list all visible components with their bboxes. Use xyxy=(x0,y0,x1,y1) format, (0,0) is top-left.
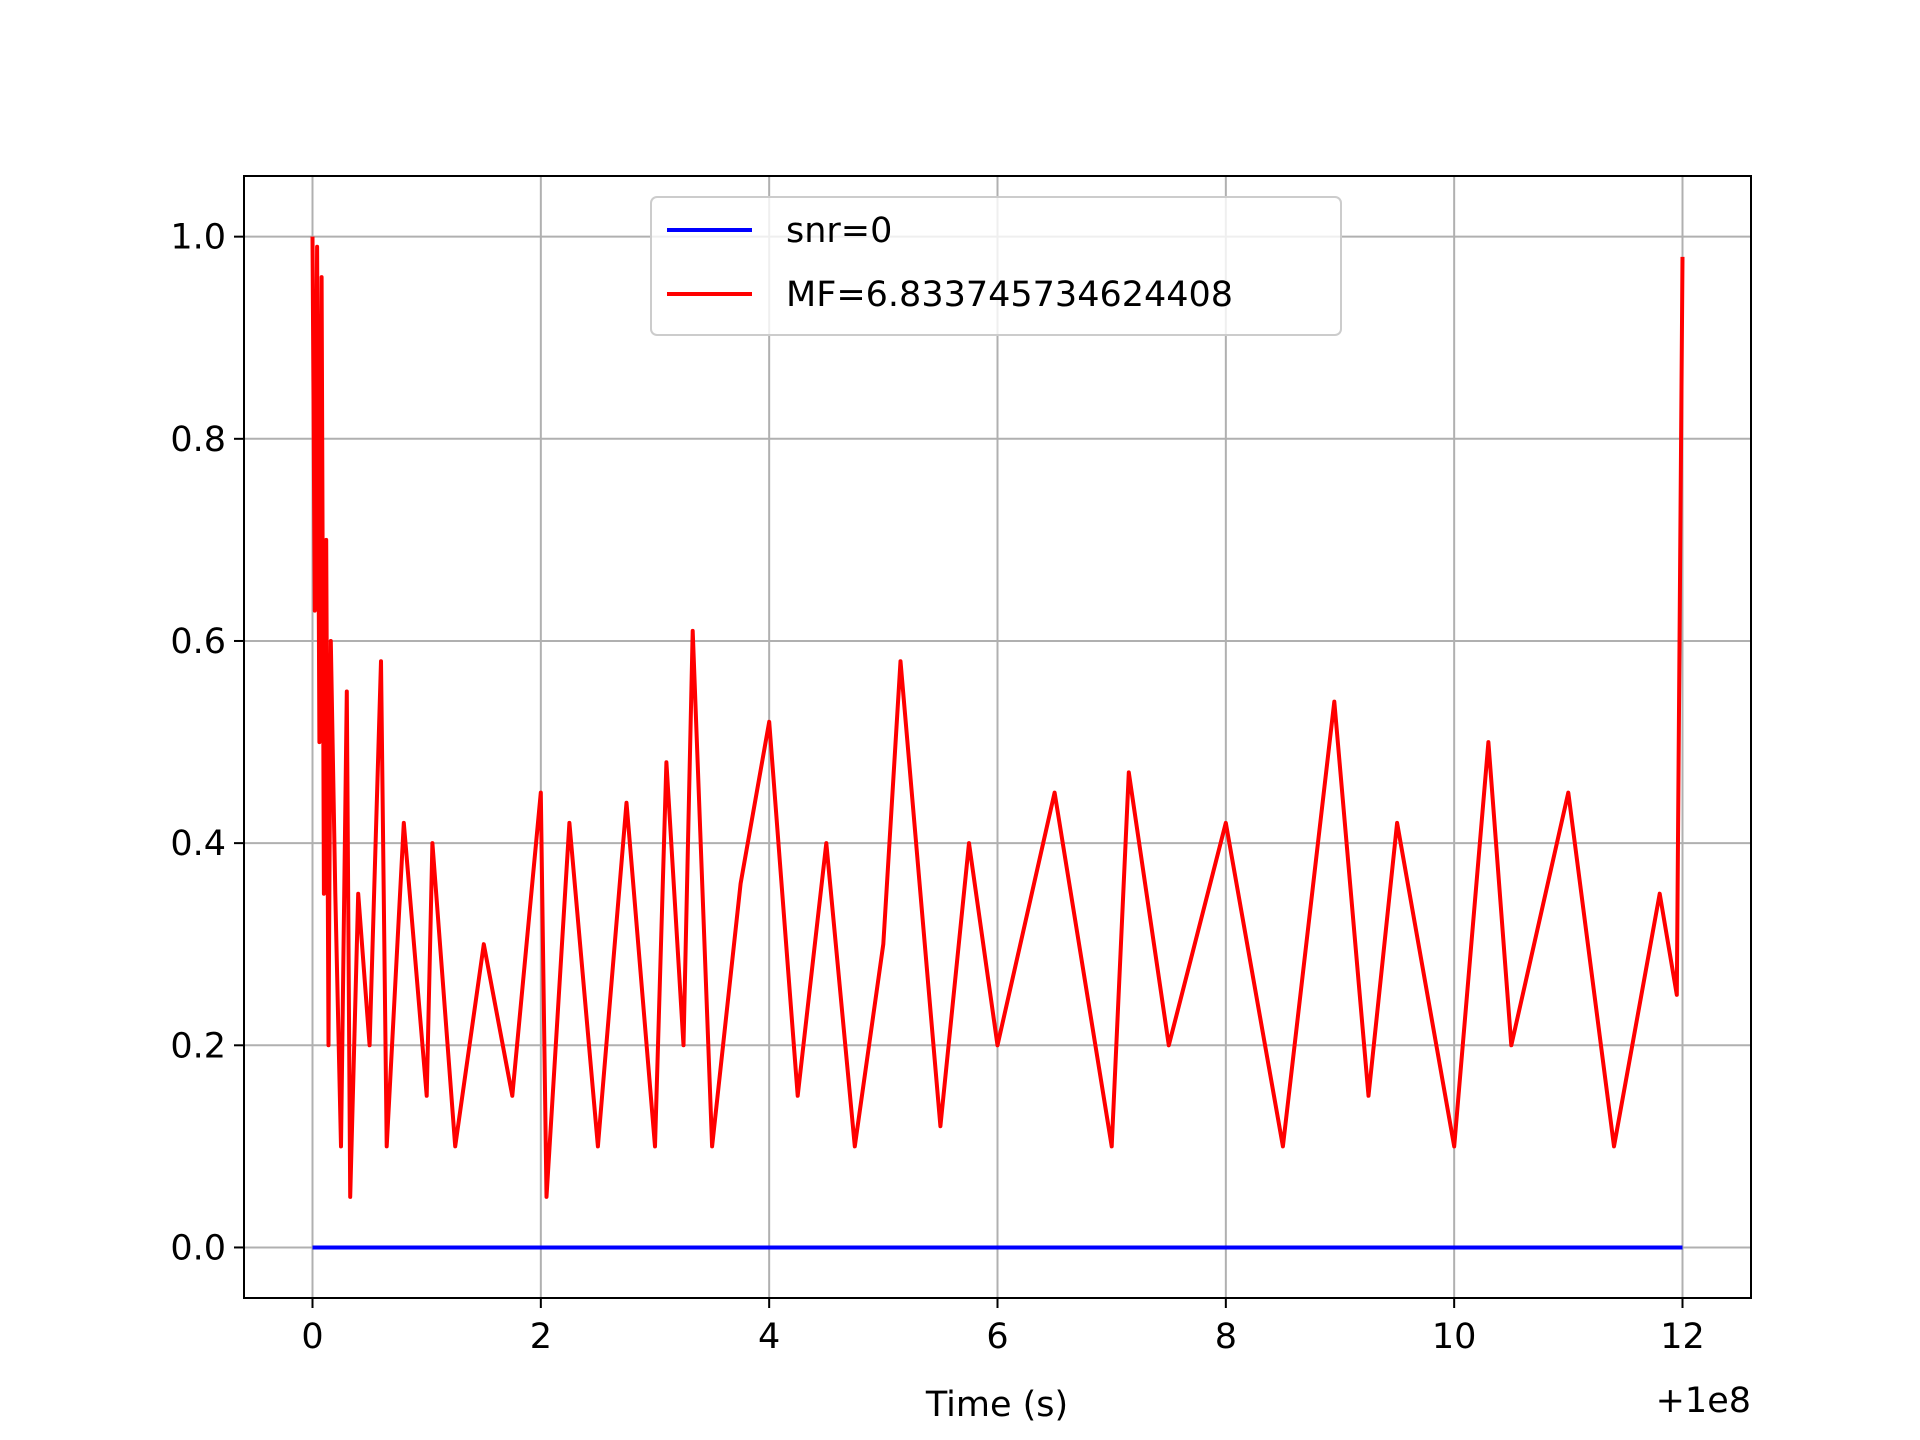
x-tick-label: 2 xyxy=(530,1317,552,1357)
grid xyxy=(244,176,1751,1298)
x-tick-label: 4 xyxy=(758,1317,780,1357)
y-tick-label: 0.8 xyxy=(170,420,226,460)
legend-box xyxy=(650,196,1342,336)
series-line-mf xyxy=(310,236,1685,1199)
y-tick-label: 0.4 xyxy=(170,824,226,864)
x-tick-label: 6 xyxy=(986,1317,1008,1357)
ticks: 0 2 4 6 8 10 12 0.0 0.2 0.4 0.6 0.8 1.0 xyxy=(170,218,1704,1357)
x-tick-label: 0 xyxy=(301,1317,323,1357)
y-tick-label: 1.0 xyxy=(170,218,226,258)
x-tick-label: 10 xyxy=(1432,1317,1477,1357)
y-tick-label: 0.2 xyxy=(170,1026,226,1066)
x-axis-label: Time (s) xyxy=(925,1385,1068,1425)
x-tick-label: 12 xyxy=(1660,1317,1705,1357)
legend-label-snr: snr=0 xyxy=(786,211,892,251)
x-offset-label: +1e8 xyxy=(1656,1381,1751,1421)
y-tick-label: 0.6 xyxy=(170,622,226,662)
x-tick-label: 8 xyxy=(1215,1317,1237,1357)
legend: snr=0 MF=6.833745734624408 xyxy=(650,196,1342,336)
y-tick-label: 0.0 xyxy=(170,1228,226,1268)
plot-area xyxy=(310,236,1685,1250)
legend-label-mf: MF=6.833745734624408 xyxy=(786,275,1233,315)
